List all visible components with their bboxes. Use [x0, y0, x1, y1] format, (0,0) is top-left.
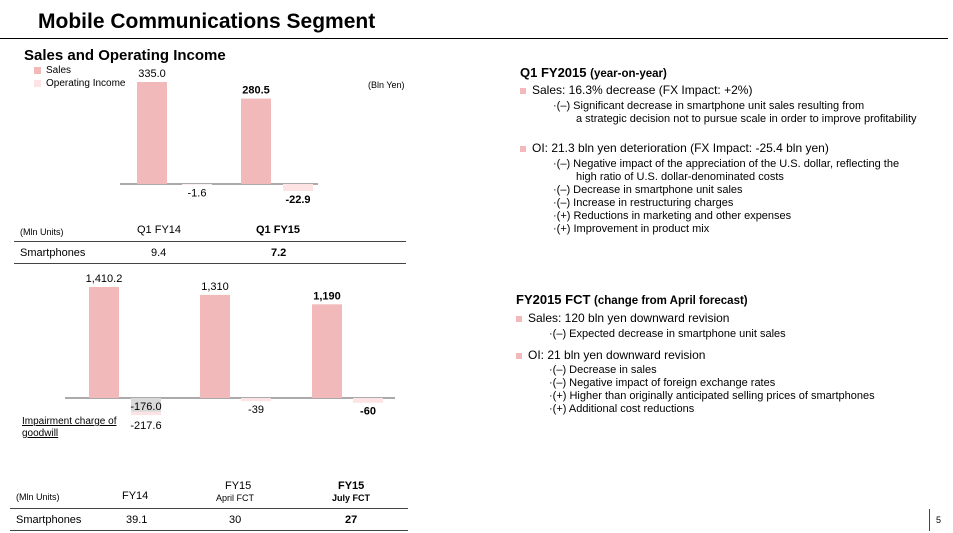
fct-oi-detail-3-text: (+) Additional cost reductions	[552, 403, 695, 415]
year-table-unit: (Mln Units)	[16, 492, 60, 502]
q1-oi-detail-0-text: (–) Negative impact of the appreciation …	[556, 158, 900, 170]
q1-oi-detail-5: ·(+) Improvement in product mix	[553, 223, 710, 235]
chart-subtitle: Sales and Operating Income	[24, 47, 226, 64]
bar-impairment	[131, 398, 161, 412]
q1-sales-detail-1: ·(–) Significant decrease in smartphone …	[553, 100, 865, 112]
q1-sales-detail-1-text: (–) Significant decrease in smartphone u…	[556, 100, 865, 112]
fct-sales-detail: ·(–) Expected decrease in smartphone uni…	[549, 328, 786, 340]
legend-item-operating-income: Operating Income	[34, 78, 126, 89]
data-label-sales-2: 1,190	[313, 290, 341, 302]
legend-swatch-sales	[34, 66, 41, 74]
data-label-oi-1: -22.9	[285, 194, 310, 206]
q1-heading-title: Q1 FY2015	[520, 65, 587, 80]
q1-oi-detail-2-text: (–) Decrease in smartphone unit sales	[556, 184, 743, 196]
bar-sales-0	[137, 82, 167, 184]
q1-oi-bullet: OI: 21.3 bln yen deterioration (FX Impac…	[520, 141, 829, 155]
legend-label-sales: Sales	[46, 65, 72, 76]
fct-oi-detail-2: ·(+) Higher than originally anticipated …	[549, 390, 875, 402]
fct-oi-detail-0-text: (–) Decrease in sales	[552, 364, 657, 376]
legend-swatch-operating-income	[34, 79, 41, 87]
q1-oi-detail-5-text: (+) Improvement in product mix	[556, 223, 710, 235]
legend-label-operating-income: Operating Income	[46, 78, 126, 89]
bar-sales-2	[312, 304, 342, 398]
data-label-impairment: -176.0	[130, 401, 161, 413]
fct-sales-detail-text: (–) Expected decrease in smartphone unit…	[552, 328, 786, 340]
page-number-divider	[929, 509, 930, 531]
bar-sales-1	[241, 98, 271, 184]
fct-oi-bullet: OI: 21 bln yen downward revision	[516, 348, 705, 362]
bar-oi-1	[241, 398, 271, 402]
fct-oi-detail-1: ·(–) Negative impact of foreign exchange…	[549, 377, 776, 389]
fct-oi-detail-0: ·(–) Decrease in sales	[549, 364, 657, 376]
quarter-table-value-q1fy15: 7.2	[271, 247, 287, 259]
bullet-square-icon	[520, 87, 526, 94]
fct-oi-detail-2-text: (+) Higher than originally anticipated s…	[552, 390, 875, 402]
bullet-square-icon	[516, 352, 522, 359]
q1-heading: Q1 FY2015 (year-on-year)	[520, 65, 667, 80]
quarterly-chart: 335.0 280.5 -1.6 -22.9	[120, 68, 318, 206]
unit-label: (Bln Yen)	[368, 80, 405, 90]
data-label-oi-0: -217.6	[130, 420, 161, 432]
impairment-label-line1: Impairment charge of	[22, 416, 117, 427]
impairment-label-line2: goodwill	[22, 428, 59, 439]
q1-oi-detail-0: ·(–) Negative impact of the appreciation…	[553, 158, 900, 170]
year-table-rule-top	[10, 508, 408, 509]
year-table-row-label: Smartphones	[16, 514, 82, 526]
bar-oi-1	[283, 184, 313, 191]
q1-sales-line: Sales: 16.3% decrease (FX Impact: +2%)	[532, 83, 753, 97]
legend-item-sales: Sales	[34, 65, 71, 76]
bar-oi-0	[131, 411, 161, 416]
data-label-sales-0: 335.0	[138, 68, 166, 80]
page-number: 5	[936, 515, 942, 525]
fct-oi-detail-1-text: (–) Negative impact of foreign exchange …	[552, 377, 776, 389]
quarter-table-rule-bottom	[14, 263, 406, 264]
year-table-col-fy15-april-sub: April FCT	[216, 493, 254, 503]
q1-oi-detail-3-text: (–) Increase in restructuring charges	[556, 197, 734, 209]
year-table-value-fy15-april: 30	[229, 514, 242, 526]
q1-sales-detail-2: a strategic decision not to pursue scale…	[576, 113, 917, 125]
bullet-square-icon	[516, 315, 522, 322]
bar-sales-1	[200, 294, 230, 398]
year-table-col-fy15-april: FY15	[225, 480, 252, 492]
q1-sales-bullet: Sales: 16.3% decrease (FX Impact: +2%)	[520, 83, 752, 97]
q1-heading-note: (year-on-year)	[590, 68, 667, 80]
quarter-table-value-q1fy14: 9.4	[151, 247, 167, 259]
year-table-rule-bottom	[10, 530, 408, 531]
q1-oi-detail-1: high ratio of U.S. dollar-denominated co…	[576, 171, 784, 183]
data-label-oi-1: -39	[248, 404, 264, 416]
fct-oi-line: OI: 21 bln yen downward revision	[528, 348, 706, 362]
data-label-sales-1: 1,310	[201, 281, 229, 293]
bullet-square-icon	[520, 145, 526, 152]
fct-sales-line: Sales: 120 bln yen downward revision	[528, 311, 730, 325]
annual-chart: 1,410.2 1,310 1,190 -176.0 -217.6 -39 -60	[65, 273, 395, 432]
bar-oi-2	[353, 398, 383, 403]
q1-oi-detail-2: ·(–) Decrease in smartphone unit sales	[553, 184, 743, 196]
quarter-table-unit: (Mln Units)	[20, 227, 64, 237]
year-table-col-fy15-july-sub: July FCT	[332, 493, 371, 503]
q1-oi-line: OI: 21.3 bln yen deterioration (FX Impac…	[532, 141, 829, 155]
data-label-sales-1: 280.5	[242, 85, 270, 97]
quarter-table-rule-top	[14, 241, 406, 242]
fct-oi-detail-3: ·(+) Additional cost reductions	[549, 403, 695, 415]
quarter-table-col-q1fy14: Q1 FY14	[137, 224, 182, 236]
data-label-sales-0: 1,410.2	[86, 273, 123, 285]
year-table-col-fy14: FY14	[122, 490, 149, 502]
fct-heading-note: (change from April forecast)	[594, 295, 748, 307]
fct-heading: FY2015 FCT (change from April forecast)	[516, 292, 748, 307]
year-table-value-fy15-july: 27	[345, 514, 358, 526]
data-label-oi-0: -1.6	[188, 187, 207, 199]
bar-sales-0	[89, 287, 119, 398]
data-label-oi-2: -60	[360, 406, 376, 418]
q1-oi-detail-3: ·(–) Increase in restructuring charges	[553, 197, 734, 209]
q1-oi-detail-4: ·(+) Reductions in marketing and other e…	[553, 210, 792, 222]
year-table-value-fy14: 39.1	[126, 514, 148, 526]
title-divider	[0, 38, 948, 39]
quarter-table-col-q1fy15: Q1 FY15	[256, 224, 301, 236]
year-table-col-fy15-july: FY15	[338, 480, 365, 492]
q1-oi-detail-4-text: (+) Reductions in marketing and other ex…	[556, 210, 792, 222]
quarter-table-row-label: Smartphones	[20, 247, 86, 259]
fct-sales-bullet: Sales: 120 bln yen downward revision	[516, 311, 729, 325]
page-title: Mobile Communications Segment	[38, 10, 376, 33]
fct-heading-title: FY2015 FCT	[516, 292, 591, 307]
